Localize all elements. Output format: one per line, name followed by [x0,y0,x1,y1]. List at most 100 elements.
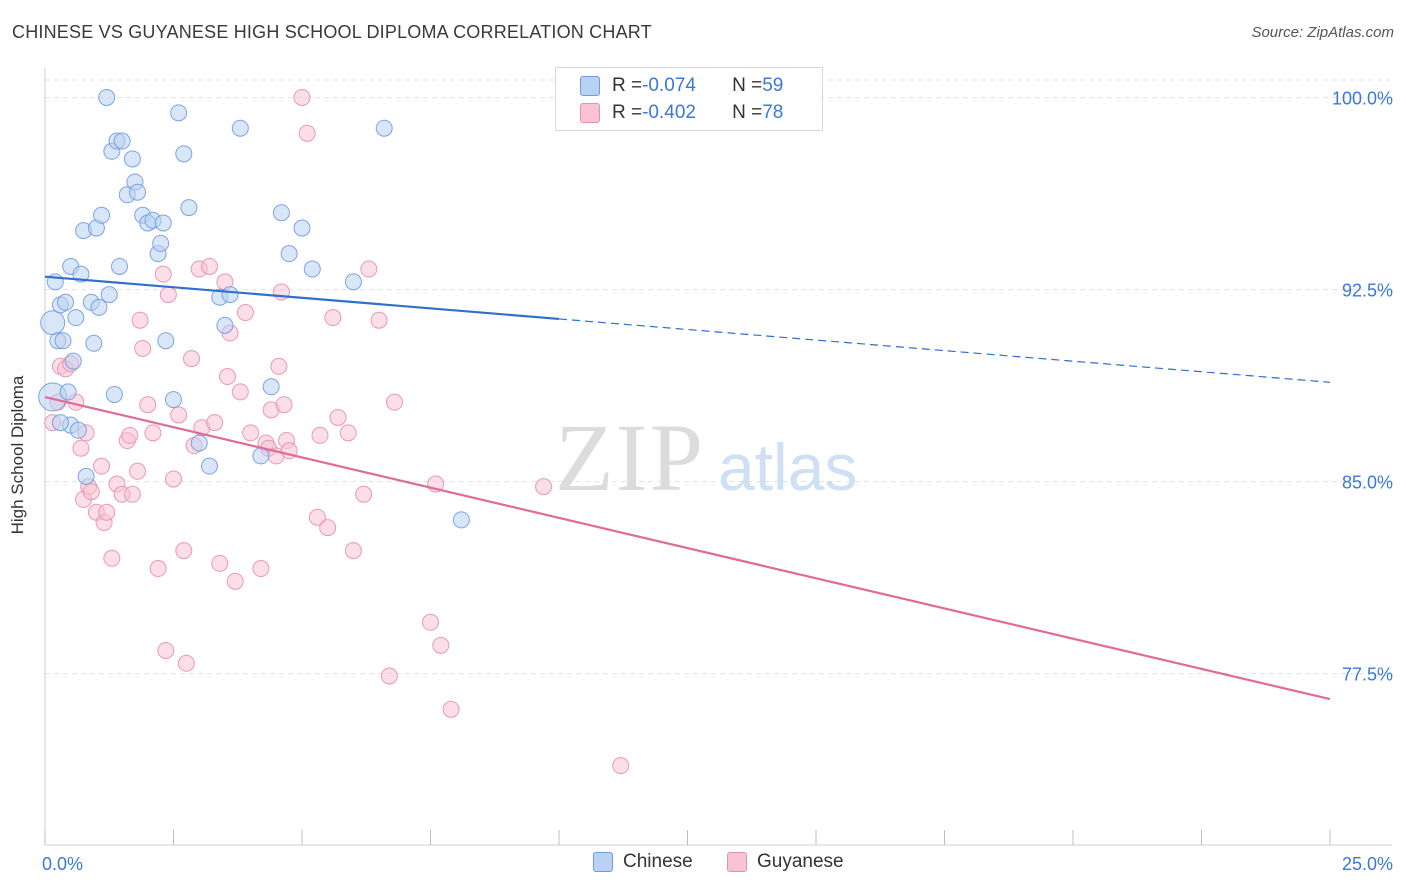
guyanese-point [129,462,147,480]
guyanese-point [182,350,200,368]
guyanese-point [293,89,311,106]
guyanese-point [329,409,347,426]
guyanese-point [324,309,342,327]
chinese-point [165,391,182,409]
n-value: 59 [762,75,784,96]
guyanese-swatch [580,103,600,123]
guyanese-point [344,542,362,560]
guyanese-point [535,478,553,496]
chinese-point [69,421,87,439]
guyanese-point [131,311,149,329]
guyanese-point [170,406,188,424]
guyanese-point [134,339,152,357]
chinese-point [129,183,147,201]
y-tick-label: 100.0% [1332,89,1393,109]
guyanese-point [360,260,378,278]
chinese-legend-swatch [593,852,613,872]
chinese-point [452,511,470,529]
guyanese-point [175,542,193,560]
guyanese-point [422,613,439,631]
chinese-point [252,447,270,465]
guyanese-point [211,554,229,572]
r-value: -0.074 [642,75,696,96]
watermark-zip: ZIP [555,404,705,511]
chinese-point [272,204,290,222]
n-value: 78 [762,102,784,123]
chinese-point [59,383,77,401]
chinese-point [170,104,188,122]
y-tick-label: 85.0% [1342,473,1393,493]
chinese-point [93,206,111,224]
guyanese-point [298,124,316,142]
chinese-trendline-extension [558,318,1331,383]
guyanese-point [121,426,139,444]
guyanese-point [236,304,254,322]
guyanese-point [226,572,244,590]
chinese-point [72,265,90,283]
chinese-point [67,309,85,327]
chinese-point [54,332,72,350]
chinese-point [64,352,82,370]
chinese-point [85,334,103,352]
chinese-point [77,467,95,485]
legend-item-guyanese[interactable]: Guyanese [727,851,844,873]
chinese-point [123,150,141,168]
guyanese-point [339,424,357,442]
chinese-point [51,414,69,432]
guyanese-point [270,357,288,375]
guyanese-point [370,311,388,329]
guyanese-point [103,549,121,567]
guyanese-point [311,426,329,444]
guyanese-point [231,383,249,401]
chinese-point [375,119,393,137]
chinese-point [180,199,198,217]
guyanese-point [149,560,167,578]
stats-legend-row-chinese: R = -0.074 N = 59 [580,74,783,98]
guyanese-point [242,424,260,442]
guyanese-point [154,265,172,283]
chinese-point [57,293,75,311]
guyanese-point [442,700,460,718]
guyanese-point [144,424,162,442]
guyanese-point [157,641,175,659]
chinese-point [157,332,175,350]
chinese-point [40,310,66,336]
trendline-layer [44,275,1331,701]
guyanese-point [380,667,398,685]
guyanese-point [355,485,373,503]
guyanese-point [252,560,270,578]
chinese-point [303,260,321,278]
guyanese-legend-swatch [727,852,747,872]
guyanese-point [98,503,116,521]
guyanese-point [319,519,337,537]
tick-label-layer: 77.5% 85.0% 92.5% 100.0% 0.0% 25.0% [42,89,1393,875]
r-label: R = [612,75,643,96]
stats-legend-row-guyanese: R = -0.402 N = 78 [580,101,783,125]
chinese-point [100,286,118,304]
chinese-point [90,298,108,316]
chinese-point [175,145,193,163]
chart-title: CHINESE VS GUYANESE HIGH SCHOOL DIPLOMA … [12,22,652,42]
chinese-point [111,257,129,275]
guyanese-point [93,457,111,475]
guyanese-point [612,757,630,775]
guyanese-point [206,414,224,432]
guyanese-trendline [44,395,1331,701]
n-label: N = [732,75,763,96]
guyanese-point [139,396,157,414]
axis-layer [44,68,1392,846]
chinese-point [221,286,239,304]
legend-item-chinese[interactable]: Chinese [593,851,693,873]
chinese-swatch [580,76,600,96]
watermark-atlas: atlas [718,430,857,504]
guyanese-point [72,439,90,457]
guyanese-point [432,636,450,654]
chinese-point [216,316,234,334]
guyanese-point [82,483,100,501]
legend-label-chinese: Chinese [623,851,693,872]
guyanese-point [159,286,177,304]
r-label: R = [612,102,643,123]
chinese-point [200,457,218,475]
chinese-point [231,119,249,137]
